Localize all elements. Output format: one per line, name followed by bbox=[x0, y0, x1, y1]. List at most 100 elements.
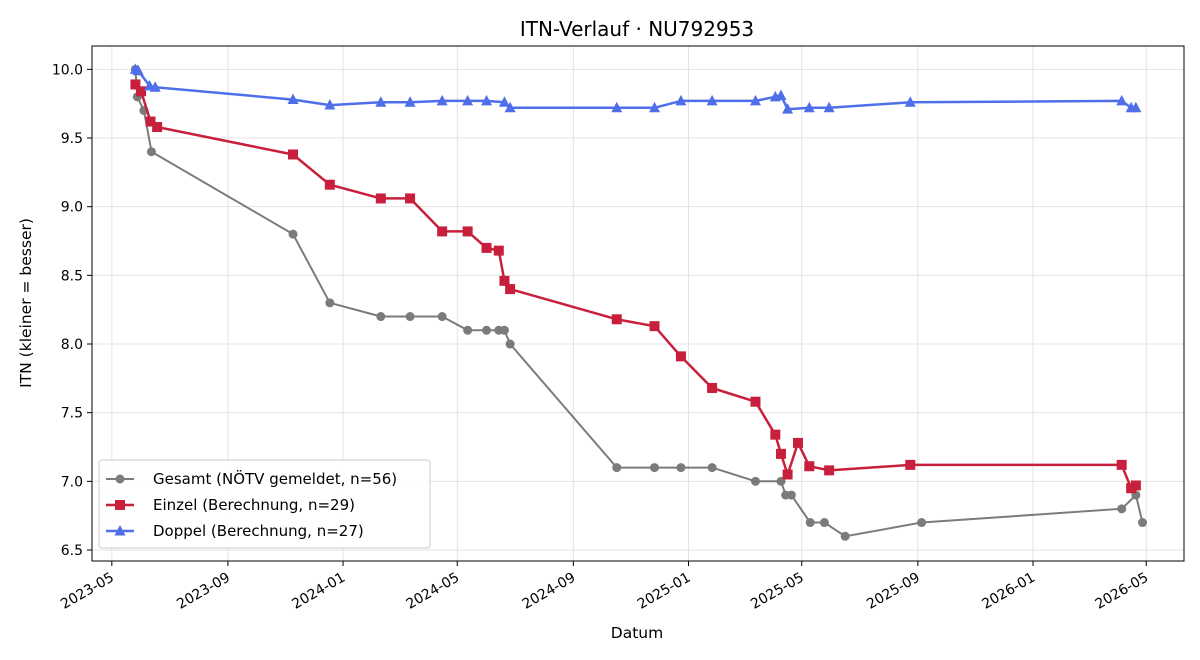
data-point bbox=[499, 275, 510, 286]
data-point bbox=[499, 325, 509, 335]
data-point bbox=[375, 193, 386, 204]
data-point bbox=[707, 463, 717, 473]
data-point bbox=[824, 465, 835, 476]
series-square bbox=[130, 79, 1141, 494]
data-point bbox=[1130, 101, 1142, 113]
data-point bbox=[612, 463, 622, 473]
data-point bbox=[493, 245, 504, 256]
y-tick-label: 7.0 bbox=[61, 474, 83, 490]
data-point bbox=[804, 461, 815, 472]
grid-lines bbox=[92, 46, 1184, 561]
series-layer bbox=[129, 63, 1147, 541]
data-point bbox=[437, 226, 448, 237]
data-point bbox=[611, 101, 623, 113]
chart-title: ITN-Verlauf · NU792953 bbox=[520, 17, 754, 41]
data-point bbox=[481, 242, 492, 253]
data-point bbox=[324, 99, 336, 110]
data-point bbox=[136, 86, 147, 97]
data-point bbox=[1130, 480, 1141, 491]
data-point bbox=[405, 193, 416, 204]
data-point bbox=[287, 93, 299, 105]
data-point bbox=[675, 351, 686, 362]
data-point bbox=[770, 429, 781, 440]
legend-label: Gesamt (NÖTV gemeldet, n=56) bbox=[153, 469, 397, 488]
legend-swatch bbox=[106, 525, 134, 536]
data-point bbox=[1116, 459, 1127, 470]
data-point bbox=[1137, 518, 1147, 528]
data-point bbox=[786, 490, 796, 500]
y-tick-label: 7.5 bbox=[61, 406, 83, 422]
data-point bbox=[611, 314, 622, 325]
data-point bbox=[819, 518, 829, 528]
data-point bbox=[840, 531, 850, 541]
y-axis-label: ITN (kleiner = besser) bbox=[17, 218, 35, 388]
y-tick-label: 9.5 bbox=[61, 131, 83, 147]
data-point bbox=[132, 64, 144, 76]
data-point bbox=[504, 101, 516, 113]
legend-swatch bbox=[106, 500, 134, 510]
data-point bbox=[782, 103, 794, 114]
y-tick-label: 6.5 bbox=[61, 543, 83, 559]
plot-frame bbox=[91, 45, 1185, 562]
data-point bbox=[149, 81, 161, 92]
legend-label: Einzel (Berechnung, n=29) bbox=[153, 496, 355, 514]
legend-marker bbox=[115, 474, 125, 484]
data-point bbox=[152, 122, 163, 133]
data-point bbox=[917, 518, 927, 528]
data-point bbox=[130, 79, 141, 90]
data-point bbox=[498, 96, 510, 107]
legend-box bbox=[98, 459, 431, 549]
data-point bbox=[375, 96, 387, 107]
data-point bbox=[482, 325, 492, 335]
data-point bbox=[751, 476, 761, 486]
data-point bbox=[1116, 94, 1128, 106]
data-point bbox=[505, 284, 516, 295]
data-point bbox=[462, 226, 473, 237]
y-tick-label: 10.0 bbox=[52, 62, 83, 78]
data-point bbox=[775, 448, 786, 459]
data-point bbox=[707, 382, 718, 393]
legend-swatch bbox=[106, 474, 134, 484]
data-point bbox=[325, 298, 335, 308]
data-point bbox=[649, 101, 661, 113]
data-point bbox=[782, 469, 793, 480]
data-point bbox=[436, 94, 448, 106]
data-point bbox=[481, 94, 493, 106]
data-point bbox=[145, 116, 156, 127]
data-point bbox=[505, 339, 515, 349]
y-tick-label: 9.0 bbox=[61, 200, 83, 216]
data-point bbox=[1117, 504, 1127, 514]
data-point bbox=[905, 459, 916, 470]
data-point bbox=[750, 94, 762, 106]
data-point bbox=[650, 463, 660, 473]
legend-label: Doppel (Berechnung, n=27) bbox=[153, 522, 364, 540]
legend: Gesamt (NÖTV gemeldet, n=56) Einzel (Bere… bbox=[98, 459, 431, 549]
data-point bbox=[649, 321, 660, 332]
legend-marker bbox=[114, 525, 126, 536]
data-point bbox=[823, 101, 835, 113]
data-point bbox=[462, 94, 474, 106]
y-axis: 6.5 7.0 7.5 8.0 8.5 9.0 9.5 10.0 bbox=[52, 62, 92, 559]
data-point bbox=[404, 96, 416, 107]
data-point bbox=[904, 96, 916, 107]
data-point bbox=[376, 312, 386, 322]
data-point bbox=[803, 101, 815, 113]
data-point bbox=[775, 89, 787, 100]
data-point bbox=[706, 94, 718, 106]
data-point bbox=[750, 396, 761, 407]
data-point bbox=[437, 312, 447, 322]
data-point bbox=[288, 149, 299, 160]
x-axis-label: Datum bbox=[611, 624, 663, 642]
series-triangle bbox=[129, 63, 1142, 114]
data-point bbox=[146, 147, 156, 157]
y-tick-label: 8.0 bbox=[61, 337, 83, 353]
data-point bbox=[405, 312, 415, 322]
data-point bbox=[288, 229, 298, 239]
legend-marker bbox=[115, 500, 125, 510]
data-point bbox=[324, 179, 335, 190]
y-tick-label: 8.5 bbox=[61, 268, 83, 284]
data-point bbox=[805, 518, 815, 528]
data-point bbox=[792, 437, 803, 448]
data-point bbox=[675, 94, 687, 106]
